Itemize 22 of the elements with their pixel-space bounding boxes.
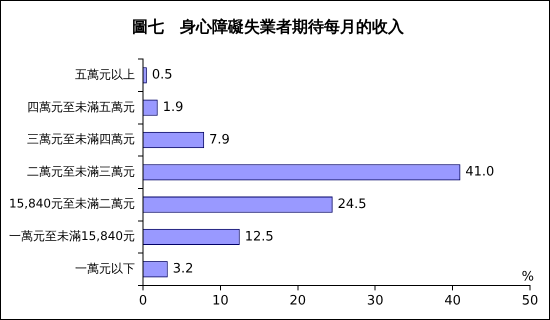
y-tick-label: 四萬元至未滿五萬元 (26, 100, 135, 114)
data-label: 3.2 (172, 262, 194, 277)
y-tick-label: 五萬元以上 (74, 67, 135, 82)
x-tick-label: 50 (522, 294, 538, 309)
x-tick-label: 30 (366, 294, 384, 309)
y-tick-label: 一萬元以下 (74, 261, 135, 276)
x-tick-label: 10 (212, 294, 229, 309)
data-label: 24.5 (338, 196, 367, 212)
y-tick-label: 二萬元至未滿三萬元 (26, 164, 135, 178)
data-label: 7.9 (209, 132, 230, 148)
data-label: 12.5 (244, 229, 274, 244)
data-label: 0.5 (152, 68, 173, 83)
y-tick-label: 三萬元至未滿四萬元 (26, 132, 135, 146)
data-label: 1.9 (162, 100, 184, 116)
y-tick-label: 一萬元至未滿15,840元 (8, 229, 135, 244)
x-tick-label: 0 (138, 294, 148, 309)
x-tick-label: 20 (290, 294, 306, 309)
data-label: 41.0 (465, 164, 494, 180)
y-tick-label: 15,840元至未滿二萬元 (8, 196, 135, 211)
chart-title: 圖七 身心障礙失業者期待每月的收入 (132, 16, 405, 36)
x-tick-label: 40 (444, 294, 461, 309)
x-axis-title: % (522, 269, 534, 284)
